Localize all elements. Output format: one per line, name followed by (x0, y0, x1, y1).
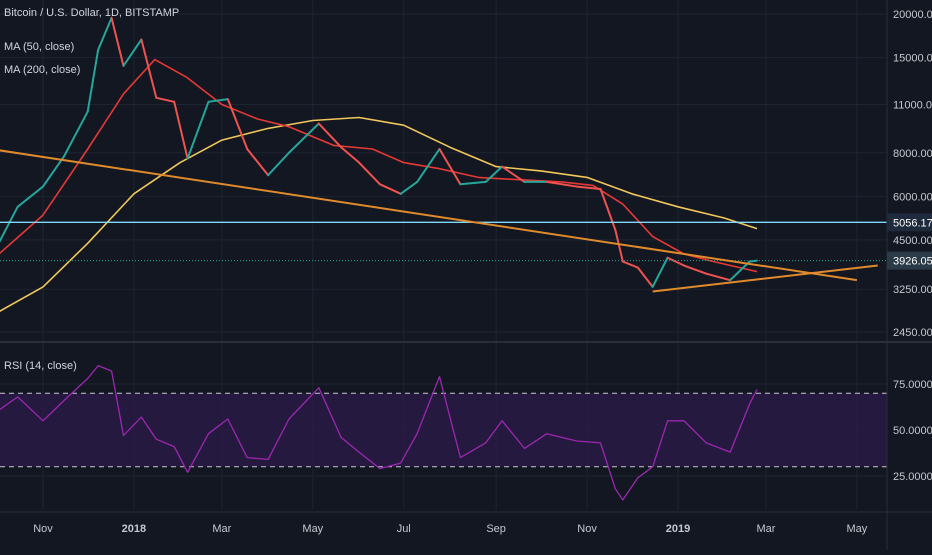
price-segment (42, 155, 65, 188)
price-segment (378, 183, 402, 195)
price-segment (399, 180, 419, 195)
price-segment (358, 161, 381, 186)
x-tick-label: Nov (33, 523, 53, 535)
price-segment (86, 48, 100, 113)
price-segment (155, 96, 176, 103)
price-segment (651, 256, 669, 288)
series-layer (0, 16, 759, 501)
rsi-tick-label: 50.0000 (893, 425, 932, 437)
x-tick-label: May (846, 523, 867, 535)
price-segment (682, 264, 708, 275)
price-segment (287, 122, 320, 154)
y-tick-label: 6000.00 (893, 191, 932, 203)
price-segment (173, 100, 189, 160)
price-segment (246, 148, 270, 177)
y-tick-label: 8000.00 (893, 148, 932, 160)
price-segment (501, 165, 526, 183)
price-segment (621, 260, 639, 269)
price-segment (207, 98, 229, 103)
x-tick-label: Mar (212, 523, 231, 535)
x-tick-label: 2018 (122, 523, 146, 535)
y-tick-label: 20000.00 (893, 9, 932, 21)
price-segment (729, 260, 751, 282)
price-segment (226, 98, 249, 151)
price-segment (62, 110, 89, 158)
x-tick-label: Nov (577, 523, 597, 535)
price-segment (0, 205, 19, 243)
last-price-tag-bg (887, 251, 932, 270)
chart-title: Bitcoin / U.S. Dollar, 1D, BITSTAMP (4, 7, 180, 19)
ascending-trendline (652, 264, 878, 293)
price-segment (614, 229, 624, 263)
price-segment (140, 38, 158, 99)
x-tick-label: Mar (756, 523, 775, 535)
price-segment (705, 272, 732, 282)
x-tick-label: May (302, 523, 323, 535)
last-price-tag: 3926.05 (887, 251, 932, 270)
price-segment (16, 185, 44, 208)
price-segment (267, 151, 290, 177)
price-segment (748, 259, 759, 263)
price-segment (97, 16, 113, 51)
rsi-line (0, 364, 758, 501)
x-tick-label: Jul (397, 523, 411, 535)
x-tick-label: 2019 (666, 523, 690, 535)
x-tick-label: Sep (486, 523, 506, 535)
price-segment (416, 148, 441, 183)
level-price-tag-text: 5056.17 (893, 217, 932, 229)
price-segment (484, 165, 504, 183)
y-tick-label: 3250.00 (893, 284, 932, 296)
price-segment (459, 180, 487, 186)
ma50-legend: MA (50, close) (4, 41, 75, 53)
y-tick-label: 15000.00 (893, 53, 932, 65)
price-segment (438, 148, 462, 186)
ma200-line (0, 116, 758, 313)
price-segment (636, 266, 654, 288)
price-segment (340, 146, 361, 164)
price-segment (599, 187, 617, 232)
level-price-tag-bg (887, 213, 932, 232)
rsi-legend: RSI (14, close) (4, 360, 77, 372)
price-segment (545, 180, 578, 188)
price-segment (575, 185, 602, 190)
last-price-tag-text: 3926.05 (893, 256, 932, 268)
annotation-layer (0, 149, 887, 293)
price-segment (186, 100, 210, 160)
rsi-tick-label: 25.0000 (893, 471, 932, 483)
price-segment (122, 38, 143, 67)
y-tick-label: 2450.00 (893, 327, 932, 339)
price-segment (110, 16, 125, 67)
price-segment (317, 122, 343, 149)
descending-trendline (0, 149, 858, 282)
rsi-band-layer (0, 392, 887, 468)
ma200-legend: MA (200, close) (4, 64, 81, 76)
level-price-tag: 5056.17 (887, 213, 932, 232)
rsi-band (0, 393, 887, 467)
y-tick-label: 4500.00 (893, 235, 932, 247)
y-tick-label: 11000.00 (893, 100, 932, 112)
rsi-tick-label: 75.0000 (893, 379, 932, 391)
ma50-line (0, 58, 758, 273)
price-segment (666, 256, 685, 267)
